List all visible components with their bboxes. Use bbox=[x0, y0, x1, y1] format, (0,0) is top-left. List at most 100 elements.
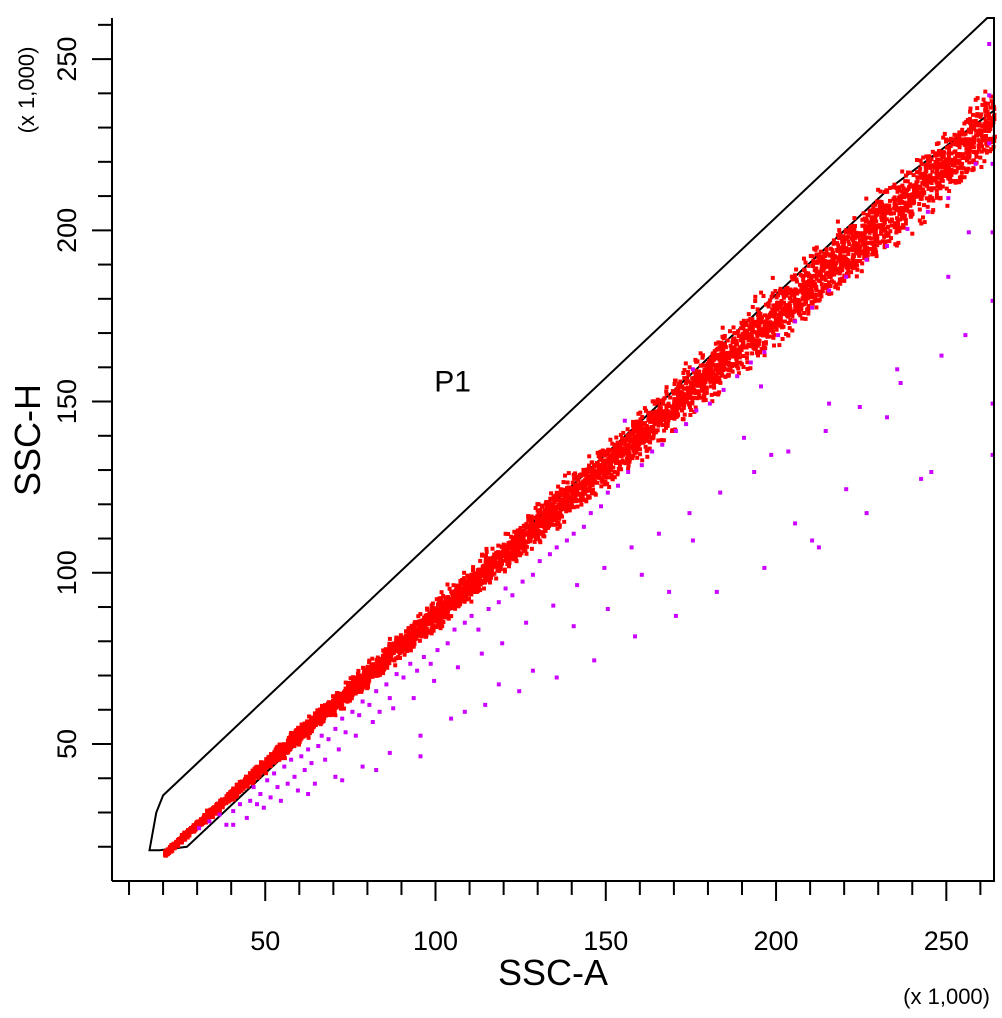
data-point bbox=[350, 691, 355, 696]
data-point bbox=[700, 388, 705, 393]
data-point bbox=[411, 628, 416, 632]
data-point bbox=[487, 573, 492, 578]
data-point bbox=[858, 259, 863, 263]
data-point bbox=[664, 403, 669, 408]
data-point bbox=[425, 607, 430, 612]
data-point bbox=[260, 768, 265, 773]
data-point bbox=[672, 416, 677, 421]
data-point bbox=[587, 488, 592, 493]
data-point bbox=[828, 267, 833, 272]
data-point bbox=[713, 392, 718, 396]
data-point bbox=[385, 662, 390, 667]
data-point bbox=[779, 299, 784, 303]
data-point bbox=[811, 262, 816, 267]
data-point bbox=[644, 428, 648, 433]
data-point bbox=[535, 525, 540, 530]
data-point bbox=[836, 243, 841, 248]
data-point bbox=[637, 423, 642, 428]
data-point bbox=[929, 164, 934, 169]
data-point bbox=[794, 288, 799, 293]
data-point bbox=[688, 405, 692, 410]
data-point bbox=[536, 531, 541, 535]
data-point bbox=[985, 109, 990, 114]
data-point bbox=[725, 338, 730, 343]
data-point bbox=[453, 606, 458, 611]
data-point bbox=[487, 556, 492, 561]
data-point bbox=[761, 343, 766, 348]
data-point bbox=[607, 459, 612, 464]
data-point bbox=[568, 497, 573, 502]
data-point bbox=[461, 577, 466, 582]
data-point bbox=[664, 422, 669, 427]
data-point bbox=[598, 449, 603, 454]
data-point bbox=[345, 699, 350, 704]
data-point bbox=[417, 638, 422, 643]
data-point bbox=[853, 224, 857, 228]
data-point bbox=[368, 666, 373, 671]
data-point bbox=[718, 366, 723, 371]
data-point bbox=[644, 408, 648, 413]
data-point bbox=[806, 311, 811, 316]
data-point bbox=[709, 367, 714, 372]
data-point bbox=[612, 470, 617, 474]
data-point bbox=[888, 211, 893, 216]
data-point bbox=[708, 384, 713, 389]
data-point bbox=[400, 643, 405, 648]
data-point bbox=[599, 457, 604, 462]
data-point bbox=[484, 553, 488, 558]
data-point bbox=[936, 141, 941, 146]
data-point bbox=[625, 456, 630, 461]
data-point bbox=[737, 345, 742, 350]
data-point bbox=[830, 279, 834, 284]
data-point bbox=[985, 138, 990, 143]
data-point bbox=[797, 310, 802, 315]
data-point bbox=[648, 440, 653, 445]
data-point bbox=[628, 430, 633, 435]
data-point bbox=[627, 459, 632, 464]
data-point bbox=[632, 429, 637, 434]
data-point bbox=[901, 215, 906, 219]
data-point bbox=[296, 736, 301, 741]
data-point bbox=[314, 716, 319, 721]
data-point bbox=[667, 404, 672, 408]
data-point bbox=[364, 684, 369, 689]
data-point bbox=[984, 106, 988, 111]
data-point bbox=[989, 123, 994, 128]
data-point bbox=[365, 686, 370, 691]
data-point bbox=[963, 131, 968, 136]
data-point bbox=[730, 369, 735, 374]
data-point bbox=[794, 267, 799, 272]
data-point bbox=[908, 182, 913, 187]
data-point bbox=[921, 188, 925, 193]
data-point bbox=[927, 163, 932, 168]
data-point bbox=[874, 223, 879, 228]
data-point bbox=[817, 271, 822, 276]
data-point bbox=[664, 406, 669, 411]
data-point bbox=[198, 820, 203, 824]
data-point bbox=[463, 583, 468, 588]
data-point bbox=[933, 153, 938, 158]
data-point bbox=[377, 660, 382, 665]
data-point bbox=[526, 514, 531, 519]
data-point bbox=[911, 173, 916, 178]
data-point bbox=[755, 324, 760, 329]
data-point bbox=[455, 591, 460, 596]
data-point bbox=[784, 303, 789, 308]
data-point bbox=[601, 468, 605, 473]
data-point bbox=[719, 368, 724, 373]
data-point bbox=[464, 597, 469, 602]
data-point bbox=[846, 239, 851, 244]
data-point bbox=[925, 204, 930, 209]
data-point bbox=[797, 301, 802, 305]
data-point bbox=[611, 450, 616, 454]
data-point bbox=[922, 203, 926, 208]
data-point bbox=[404, 639, 409, 644]
data-point bbox=[343, 680, 348, 685]
data-point bbox=[938, 152, 943, 157]
data-point bbox=[490, 546, 495, 551]
data-point bbox=[635, 455, 640, 460]
data-point bbox=[874, 254, 879, 259]
data-point bbox=[619, 452, 624, 457]
data-point bbox=[651, 425, 656, 429]
data-point bbox=[946, 154, 951, 159]
